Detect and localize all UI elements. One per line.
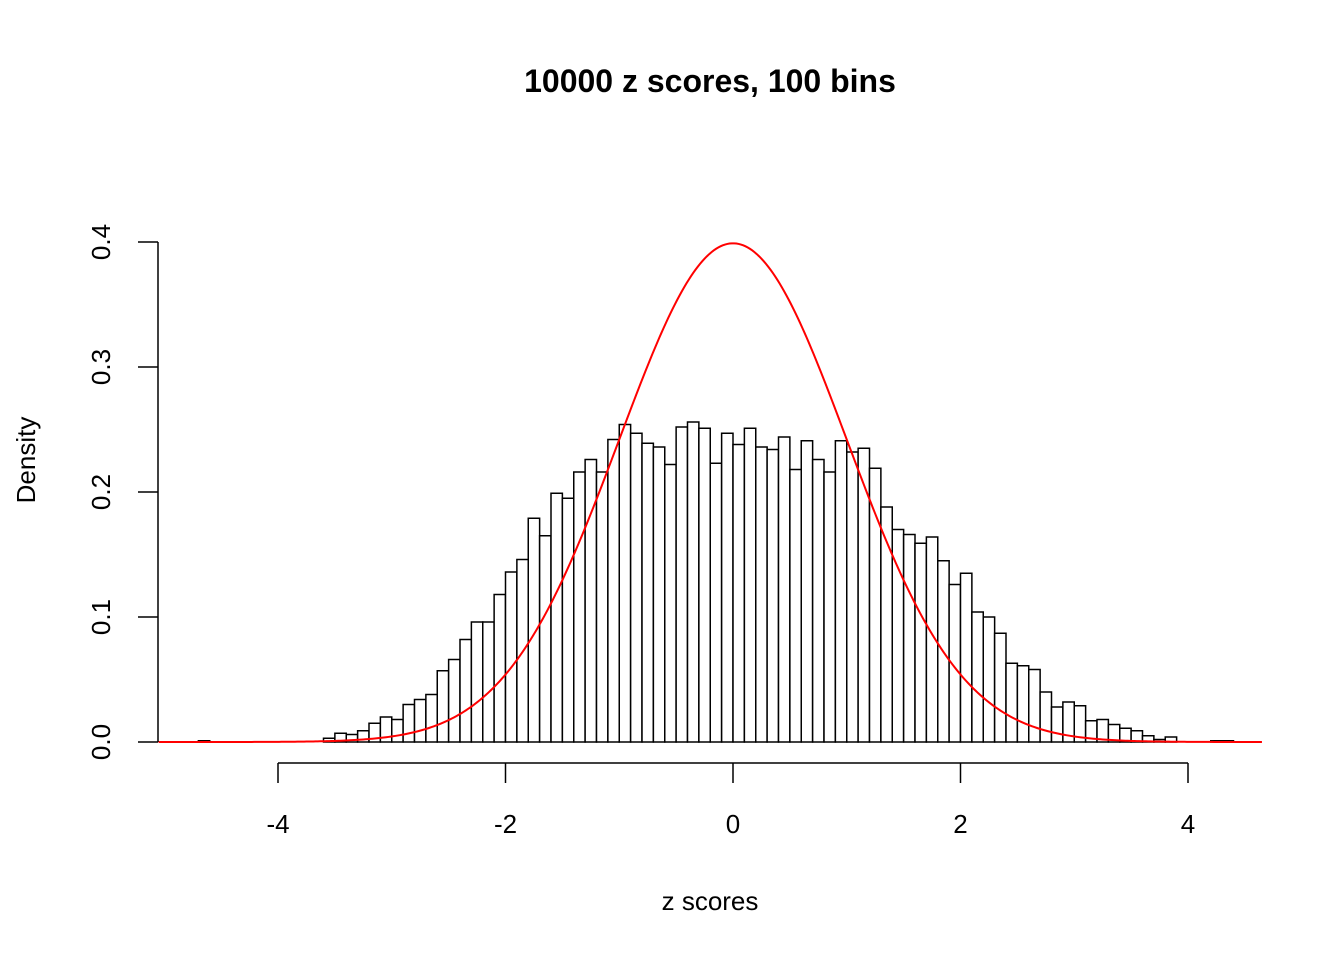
histogram-bar <box>641 442 655 743</box>
y-axis: 0.0 0.1 0.2 0.3 0.4 <box>86 224 159 760</box>
histogram-bar <box>482 621 495 743</box>
histogram-bar <box>777 436 791 743</box>
histogram-bar <box>413 698 427 743</box>
y-tick-label: 0.3 <box>86 349 116 385</box>
histogram-bar <box>982 616 996 743</box>
y-tick-label: 0.2 <box>86 474 116 510</box>
histogram-bar <box>971 611 984 743</box>
x-tick-label: 4 <box>1181 809 1195 839</box>
histogram-bar <box>834 440 848 743</box>
histogram-bar <box>743 427 757 743</box>
histogram-bar <box>595 471 609 743</box>
histogram-bar <box>550 492 564 743</box>
histogram-bar <box>561 497 575 743</box>
histogram-bar <box>527 517 541 743</box>
y-axis-label: Density <box>11 417 41 504</box>
histogram-bar <box>1039 691 1053 743</box>
histogram-bar <box>459 638 473 743</box>
histogram-bar <box>573 471 586 743</box>
histogram-bar <box>755 446 768 743</box>
x-tick-label: -2 <box>494 809 517 839</box>
histogram-bar <box>823 471 837 743</box>
histogram-bar <box>720 432 734 743</box>
histogram-bar <box>891 528 905 743</box>
normal-density-curve <box>158 242 1262 743</box>
histogram-bar <box>629 432 643 743</box>
x-tick-label: 2 <box>953 809 967 839</box>
histogram-bar <box>811 458 825 743</box>
histogram-bar <box>652 446 666 743</box>
histogram-bar <box>1016 665 1030 743</box>
histogram-bar <box>470 621 484 743</box>
x-tick-label: -4 <box>266 809 289 839</box>
x-tick-label: 0 <box>726 809 740 839</box>
x-axis: -4 -2 0 2 4 <box>266 762 1195 839</box>
histogram-bar <box>686 421 700 743</box>
histogram-bar <box>493 593 507 743</box>
histogram-bar <box>425 693 438 743</box>
histogram-bar <box>789 468 802 743</box>
histogram-bar <box>902 533 916 743</box>
histogram-bar <box>709 462 723 743</box>
histogram-bar <box>846 451 859 743</box>
x-axis-label: z scores <box>662 886 759 916</box>
histogram-bar <box>675 426 689 743</box>
histogram-bar <box>607 438 620 743</box>
histogram-bar <box>1028 668 1041 743</box>
histogram-bar <box>698 427 711 743</box>
histogram-bar <box>914 542 928 743</box>
bars <box>197 421 1235 743</box>
histogram-bar <box>538 535 552 743</box>
histogram-bar <box>732 443 746 743</box>
histogram-bar <box>618 423 632 743</box>
histogram-bar <box>402 703 416 743</box>
y-tick-label: 0.0 <box>86 724 116 760</box>
histogram-bar <box>959 572 973 743</box>
histogram-bar <box>800 440 814 743</box>
y-tick-label: 0.1 <box>86 599 116 635</box>
histogram-bar <box>436 670 450 743</box>
histogram-bar <box>868 467 882 743</box>
histogram-bar <box>1050 706 1064 743</box>
y-tick-label: 0.4 <box>86 224 116 260</box>
histogram-bar <box>447 658 461 743</box>
histogram-bar <box>1005 662 1019 743</box>
histogram-bar <box>664 463 677 743</box>
histogram-bar <box>391 718 404 743</box>
histogram-bar <box>504 571 518 743</box>
histogram-bar <box>766 448 780 743</box>
chart-title: 10000 z scores, 100 bins <box>524 63 896 99</box>
histogram-bar <box>993 632 1007 743</box>
